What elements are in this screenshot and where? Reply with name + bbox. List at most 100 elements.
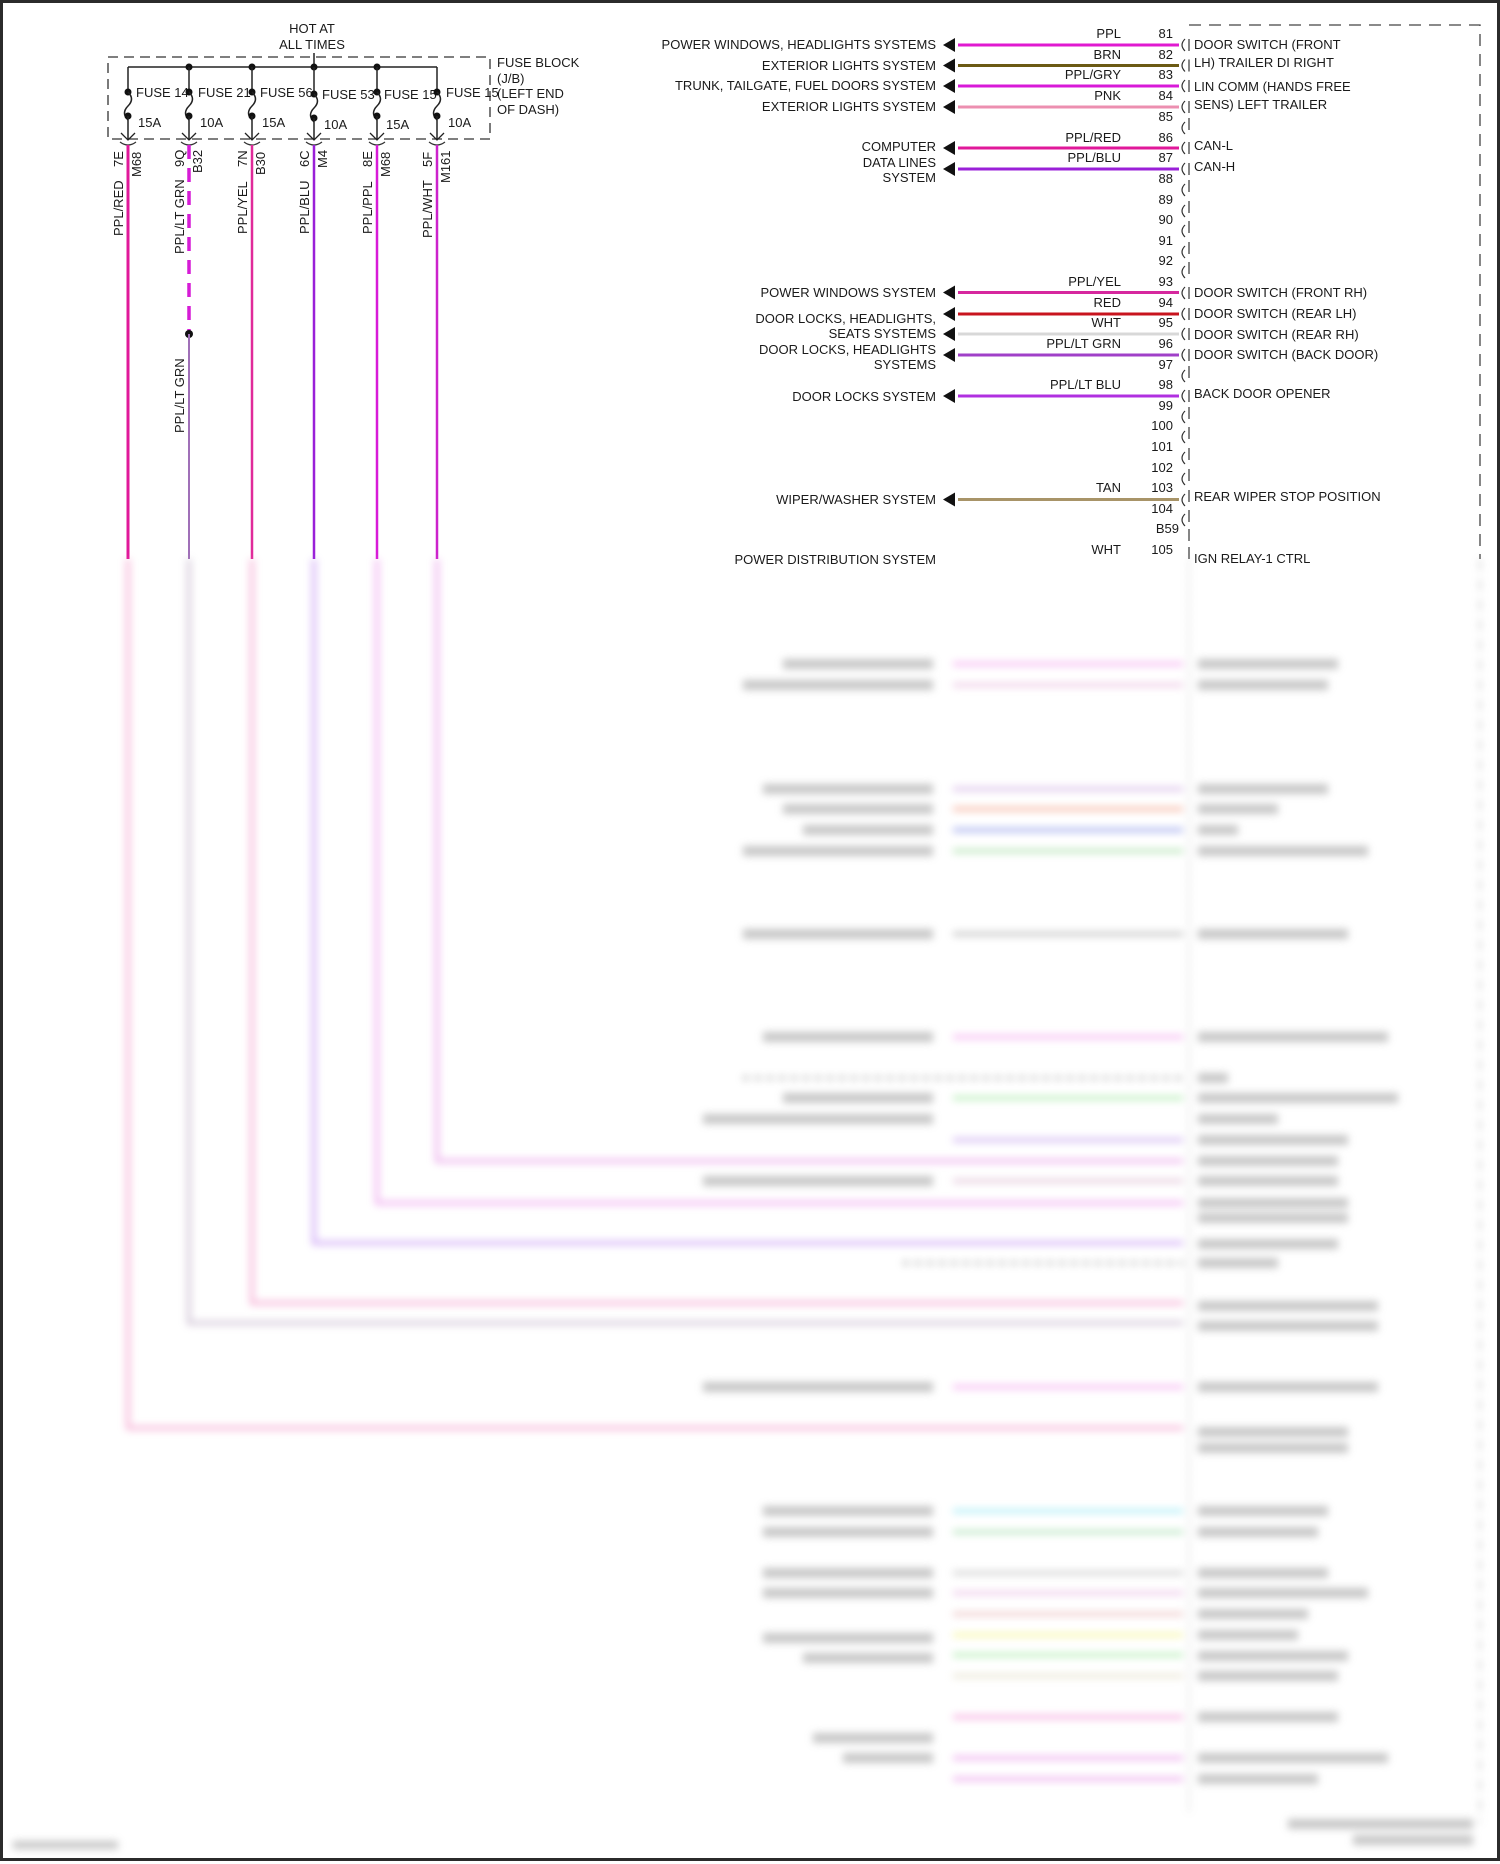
function-label: DOOR SWITCH (REAR RH) bbox=[1194, 327, 1359, 342]
pin-number: 102 bbox=[1151, 460, 1173, 475]
cavity-label: 8E bbox=[360, 151, 375, 167]
pin-number: 94 bbox=[1159, 295, 1173, 310]
circuit-row-105: 105 WHT IGN RELAY-1 CTRL POWER DISTRIBUT… bbox=[734, 542, 1310, 567]
wire-color-label: RED bbox=[1094, 295, 1121, 310]
wire-color-label: PPL/RED bbox=[111, 180, 126, 236]
terminal-icon bbox=[1181, 493, 1186, 507]
wire-color-label: BRN bbox=[1094, 47, 1121, 62]
pin-number: 105 bbox=[1151, 542, 1173, 557]
circuit-row-98: 98 PPL/LT BLU DOOR LOCKS SYSTEM BACK DOO… bbox=[792, 377, 1330, 404]
function-label: IGN RELAY-1 CTRL bbox=[1194, 551, 1310, 566]
circuit-row-87: 87 PPL/BLU CAN-H bbox=[943, 150, 1235, 176]
function-label: BACK DOOR OPENER bbox=[1194, 386, 1331, 401]
terminal-icon bbox=[1181, 100, 1186, 114]
pin-number: 90 bbox=[1159, 212, 1173, 227]
pin-number: 84 bbox=[1159, 88, 1173, 103]
arrow-left-icon bbox=[943, 100, 955, 114]
pin-number: 98 bbox=[1159, 377, 1173, 392]
function-label: CAN-H bbox=[1194, 159, 1235, 174]
system-label-door-locks-seats-2: SEATS SYSTEMS bbox=[829, 326, 937, 341]
terminal-icon bbox=[1181, 59, 1186, 72]
terminal-icon bbox=[1181, 79, 1186, 93]
system-label-door-locks-headlights-1: DOOR LOCKS, HEADLIGHTS bbox=[759, 342, 936, 357]
pin-number: 89 bbox=[1159, 192, 1173, 207]
fuse-0: FUSE 14 15A bbox=[120, 63, 193, 141]
wire-color-label: WHT bbox=[1091, 542, 1121, 557]
system-label: POWER WINDOWS, HEADLIGHTS SYSTEMS bbox=[662, 37, 937, 52]
fuse-block-label-2: (J/B) bbox=[497, 71, 524, 86]
terminal-icon bbox=[1181, 38, 1186, 52]
function-label: CAN-L bbox=[1194, 138, 1233, 153]
pin-number: 87 bbox=[1159, 150, 1173, 165]
fuse-wire-labels: 7E M68 PPL/RED 9Q B32 PPL/LT GRN 7N B30 … bbox=[111, 150, 453, 433]
system-label: POWER WINDOWS SYSTEM bbox=[761, 285, 937, 300]
circuit-row-100: 100 bbox=[1151, 418, 1190, 444]
fuse-rating: 10A bbox=[448, 115, 471, 130]
function-label: DOOR SWITCH (REAR LH) bbox=[1194, 306, 1357, 321]
fuse-block-outline bbox=[107, 56, 491, 140]
wire-color-label: TAN bbox=[1096, 480, 1121, 495]
wire-color-label: PPL/GRY bbox=[1065, 67, 1121, 82]
arrow-left-icon bbox=[943, 162, 955, 176]
circuit-row-92: 92 bbox=[1159, 253, 1190, 279]
connector-label: M161 bbox=[438, 150, 453, 183]
pin-number: 100 bbox=[1151, 418, 1173, 433]
pin-number: 104 bbox=[1151, 501, 1173, 516]
wire-color-label: PPL/LT GRN bbox=[172, 179, 187, 254]
arrow-left-icon bbox=[943, 285, 955, 300]
connector-label: B32 bbox=[190, 150, 205, 173]
pin-number: 103 bbox=[1151, 480, 1173, 495]
pin-number: 85 bbox=[1159, 109, 1173, 124]
function-label: SENS) LEFT TRAILER bbox=[1194, 97, 1327, 112]
terminal-icon bbox=[1181, 307, 1186, 321]
pin-number: 99 bbox=[1159, 398, 1173, 413]
arrow-left-icon bbox=[943, 79, 955, 93]
fuse-1: FUSE 21 10A bbox=[181, 67, 251, 141]
wire-color-label: PPL/RED bbox=[1065, 130, 1121, 145]
cavity-label: 7E bbox=[111, 151, 126, 167]
arrow-left-icon bbox=[943, 492, 955, 507]
fuse-3: FUSE 53 10A bbox=[306, 63, 375, 141]
arrow-left-icon bbox=[943, 389, 955, 403]
fuse-rating: 15A bbox=[138, 115, 161, 130]
system-label: WIPER/WASHER SYSTEM bbox=[776, 492, 936, 507]
fuse-block-label-1: FUSE BLOCK bbox=[497, 55, 580, 70]
connector-id: B59 bbox=[1156, 521, 1179, 536]
fuse-4: FUSE 15 15A bbox=[369, 63, 437, 141]
circuit-row-86: 86 PPL/RED CAN-L bbox=[943, 130, 1233, 155]
hot-label-line2: ALL TIMES bbox=[279, 37, 345, 52]
wire-color-label: PPL/LT BLU bbox=[1050, 377, 1121, 392]
function-label: DOOR SWITCH (FRONT bbox=[1194, 37, 1341, 52]
connector-label: B30 bbox=[253, 152, 268, 175]
hot-label-line1: HOT AT bbox=[289, 21, 335, 36]
circuit-row-101: 101 bbox=[1151, 439, 1190, 465]
circuit-row-91: 91 bbox=[1159, 233, 1190, 259]
cavity-label: 5F bbox=[420, 152, 435, 167]
cavity-label: 6C bbox=[297, 150, 312, 167]
fuse-name: FUSE 14 bbox=[136, 85, 189, 100]
system-label: POWER DISTRIBUTION SYSTEM bbox=[734, 552, 936, 567]
function-label: LIN COMM (HANDS FREE bbox=[1194, 79, 1351, 94]
wiring-diagram: HOT AT ALL TIMES FUSE BLOCK (J/B) (LEFT … bbox=[107, 21, 1481, 567]
connector-label: M68 bbox=[129, 152, 144, 177]
circuit-row-97: 97 bbox=[1159, 357, 1190, 383]
pin-number: 91 bbox=[1159, 233, 1173, 248]
fuse-name: FUSE 53 bbox=[322, 87, 375, 102]
arrow-left-icon bbox=[943, 141, 955, 155]
system-label-computer-1: COMPUTER bbox=[862, 139, 936, 154]
terminal-icon bbox=[1181, 327, 1186, 341]
module-outline bbox=[1189, 24, 1481, 559]
circuit-row-95: 95 WHT DOOR SWITCH (REAR RH) bbox=[943, 315, 1359, 342]
circuit-row-83: 83 PPL/GRY TRUNK, TAILGATE, FUEL DOORS S… bbox=[675, 67, 1351, 94]
circuit-row-99: 99 bbox=[1159, 398, 1190, 424]
wire-color-label: PPL/PPL bbox=[360, 181, 375, 234]
fuse-rating: 10A bbox=[324, 117, 347, 132]
system-label-door-locks-headlights-2: SYSTEMS bbox=[874, 357, 936, 372]
pin-number: 101 bbox=[1151, 439, 1173, 454]
pin-number: 96 bbox=[1159, 336, 1173, 351]
circuit-row-93: 93 PPL/YEL POWER WINDOWS SYSTEM DOOR SWI… bbox=[761, 274, 1368, 300]
connector-label: M68 bbox=[378, 152, 393, 177]
function-label: DOOR SWITCH (BACK DOOR) bbox=[1194, 347, 1378, 362]
system-label: EXTERIOR LIGHTS SYSTEM bbox=[762, 99, 936, 114]
arrow-left-icon bbox=[943, 38, 955, 52]
